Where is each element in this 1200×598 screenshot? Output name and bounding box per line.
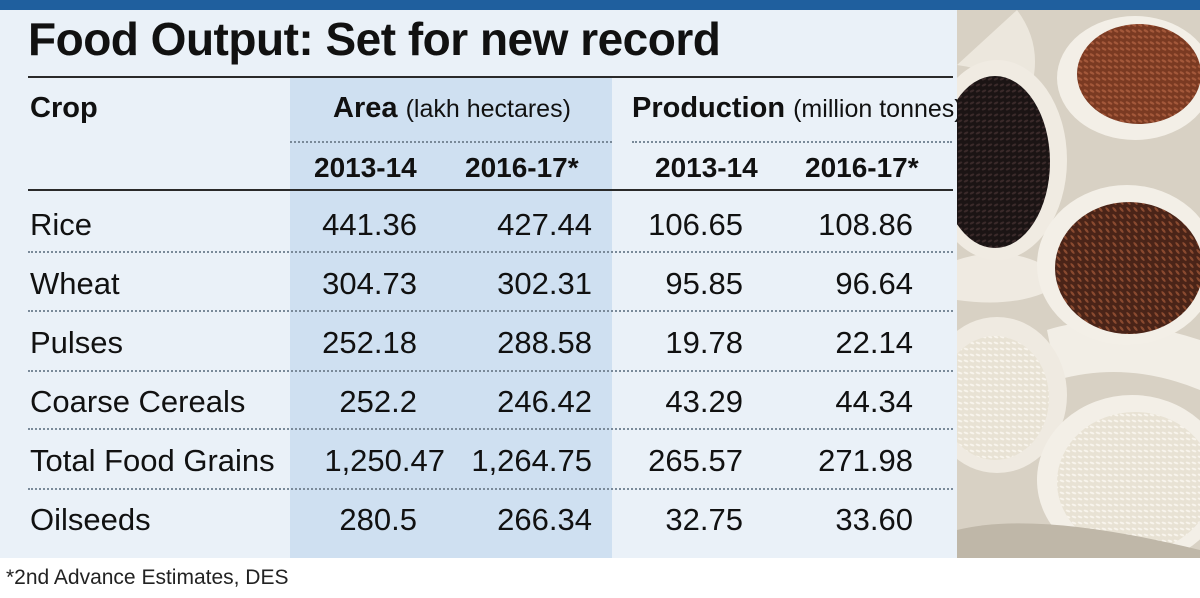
cell-area-2013: 252.2 [339, 384, 417, 419]
cell-area-2013: 1,250.47 [324, 443, 445, 478]
row-label: Rice [30, 207, 93, 242]
year-area-2013: 2013-14 [314, 152, 417, 183]
area-header-divider [290, 141, 612, 143]
cell-prod-2013: 32.75 [665, 502, 743, 537]
header-rule [28, 189, 953, 191]
cell-area-2013: 441.36 [322, 207, 417, 242]
cell-area-2013: 252.18 [322, 325, 417, 360]
year-area-2016: 2016-17* [465, 152, 579, 183]
header-production: Production (million tonnes) [632, 92, 963, 125]
footnote: *2nd Advance Estimates, DES [6, 566, 289, 589]
production-header-divider [632, 141, 952, 143]
cell-prod-2013: 265.57 [648, 443, 743, 478]
row-label: Coarse Cereals [30, 384, 246, 419]
top-accent-bar [0, 0, 1200, 10]
cell-area-2016: 302.31 [497, 266, 592, 301]
cell-prod-2013: 19.78 [665, 325, 743, 360]
cell-area-2016: 1,264.75 [471, 443, 592, 478]
header-crop: Crop [30, 92, 98, 124]
cell-area-2016: 288.58 [497, 325, 592, 360]
row-divider [28, 251, 953, 253]
cell-area-2016: 427.44 [497, 207, 592, 242]
cell-prod-2016: 44.34 [835, 384, 913, 419]
cell-prod-2016: 22.14 [835, 325, 913, 360]
header-production-unit: (million tonnes) [793, 95, 963, 123]
cell-area-2013: 304.73 [322, 266, 417, 301]
row-divider [28, 310, 953, 312]
page-title: Food Output: Set for new record [28, 13, 721, 65]
header-area-label: Area [333, 92, 398, 124]
cell-area-2013: 280.5 [339, 502, 417, 537]
cell-area-2016: 246.42 [497, 384, 592, 419]
cell-prod-2016: 33.60 [835, 502, 913, 537]
cell-prod-2016: 108.86 [818, 207, 913, 242]
header-area-unit: (lakh hectares) [405, 95, 571, 123]
row-label: Total Food Grains [30, 443, 275, 478]
area-column-shade [290, 78, 612, 558]
cell-prod-2013: 95.85 [665, 266, 743, 301]
cell-prod-2016: 271.98 [818, 443, 913, 478]
year-prod-2013: 2013-14 [655, 152, 758, 183]
header-area: Area (lakh hectares) [333, 92, 571, 125]
header-production-label: Production [632, 92, 786, 124]
row-divider [28, 488, 953, 490]
cell-prod-2016: 96.64 [835, 266, 913, 301]
row-divider [28, 428, 953, 430]
cell-prod-2013: 106.65 [648, 207, 743, 242]
year-prod-2016: 2016-17* [805, 152, 919, 183]
row-label: Wheat [30, 266, 120, 301]
title-rule [28, 76, 953, 78]
row-label: Pulses [30, 325, 124, 360]
cell-prod-2013: 43.29 [665, 384, 743, 419]
row-label: Oilseeds [30, 502, 151, 537]
grain-sacks-photo [957, 10, 1200, 558]
cell-area-2016: 266.34 [497, 502, 592, 537]
row-divider [28, 370, 953, 372]
